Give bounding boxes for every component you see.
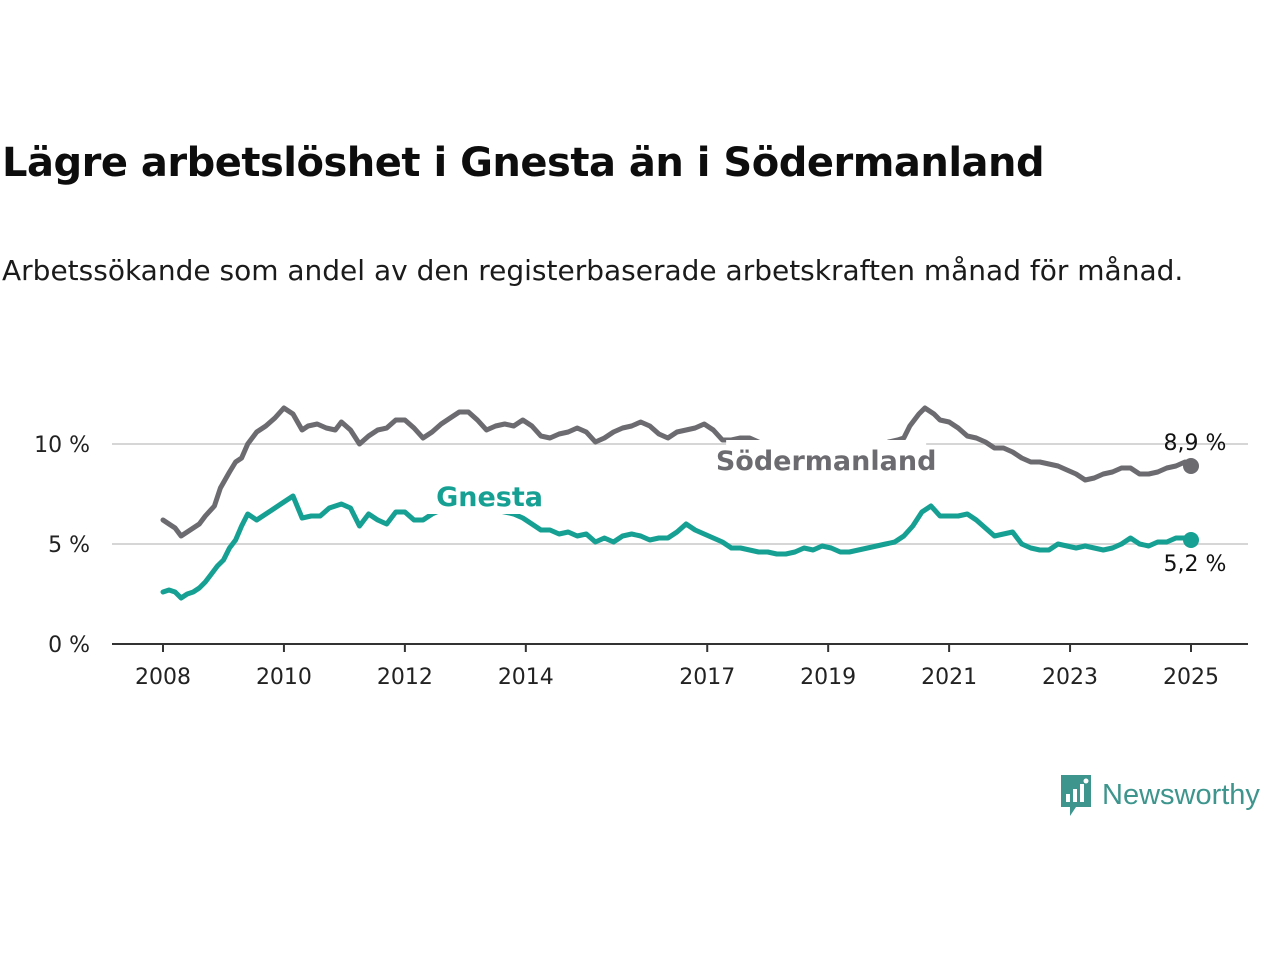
series-name-gnesta: Gnesta (436, 482, 543, 513)
x-tick-label: 2025 (1163, 665, 1219, 690)
chart-subtitle: Arbetssökande som andel av den registerb… (2, 254, 1184, 287)
label-knockout (726, 440, 927, 476)
x-axis: 2008 2010 2012 2014 2017 2019 2021 2023 2025 (112, 643, 1248, 690)
newsworthy-logo-icon (1061, 775, 1091, 816)
x-tick-label: 2017 (679, 665, 735, 690)
x-tick-label: 2008 (135, 665, 191, 690)
y-tick-label: 0 % (48, 633, 90, 658)
x-tick-label: 2010 (256, 665, 312, 690)
label-knockout (421, 478, 560, 514)
end-value-label: 8,9 % (1164, 431, 1227, 456)
brand-name: Newsworthy (1102, 778, 1260, 811)
series-line-södermanland (160, 405, 1194, 539)
series-line-gnesta (160, 493, 1194, 601)
x-tick-label: 2021 (921, 665, 977, 690)
y-tick-label: 5 % (48, 533, 90, 558)
end-point-södermanland (1183, 458, 1199, 474)
end-point-gnesta (1183, 532, 1199, 548)
x-tick-label: 2019 (800, 665, 856, 690)
series-lines (160, 405, 1199, 601)
series-name-sodermanland: Södermanland (716, 446, 937, 477)
x-tick-label: 2012 (377, 665, 433, 690)
chart-title: Lägre arbetslöshet i Gnesta än i Söderma… (2, 140, 1045, 186)
end-value-label: 5,2 % (1164, 552, 1227, 577)
series-labels: 8,9 % 5,2 % Södermanland Gnesta (421, 431, 1227, 577)
y-axis-ticks: 0 % 5 % 10 % (34, 433, 90, 658)
x-tick-label: 2023 (1042, 665, 1098, 690)
newsworthy-logo: Newsworthy (1058, 772, 1260, 818)
x-tick-label: 2014 (498, 665, 554, 690)
line-chart: 0 %5 %10 % 2008 2010 2012 2014 2017 2019 2021 2… (34, 405, 1248, 690)
y-tick-label: 10 % (34, 433, 90, 458)
